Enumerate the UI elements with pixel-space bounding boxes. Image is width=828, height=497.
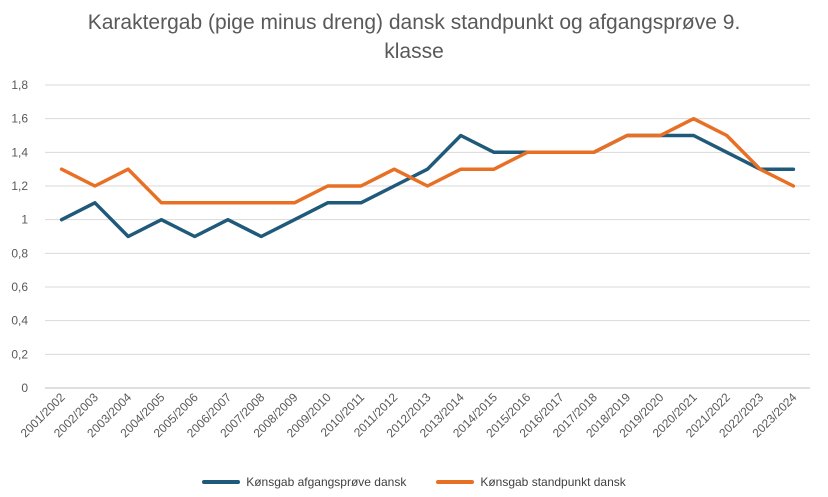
y-tick-label: 0,6	[11, 280, 28, 294]
y-tick-label: 1,4	[11, 145, 28, 159]
y-tick-label: 0,2	[11, 347, 28, 361]
chart-title-line-2: klasse	[384, 40, 444, 63]
series-line-2	[59, 116, 796, 205]
series-line-1	[59, 133, 796, 239]
chart-title: Karaktergab (pige minus dreng) dansk sta…	[0, 8, 828, 66]
legend-label-2: Kønsgab standpunkt dansk	[480, 475, 626, 489]
chart-title-line-1: Karaktergab (pige minus dreng) dansk sta…	[87, 11, 741, 34]
legend-swatch-2	[436, 480, 475, 484]
legend: Kønsgab afgangsprøve dansk Kønsgab standp…	[0, 470, 828, 494]
legend-item-2: Kønsgab standpunkt dansk	[436, 475, 626, 489]
y-tick-label: 1,2	[11, 179, 28, 193]
y-tick-label: 0,8	[11, 246, 28, 260]
y-tick-label: 1,8	[11, 78, 28, 92]
y-tick-label: 1,6	[11, 112, 28, 126]
legend-label-1: Kønsgab afgangsprøve dansk	[246, 475, 407, 489]
legend-item-1: Kønsgab afgangsprøve dansk	[202, 475, 406, 489]
y-tick-label: 0	[21, 381, 28, 395]
y-tick-label: 1	[21, 213, 28, 227]
y-tick-label: 0,4	[11, 314, 28, 328]
legend-swatch-1	[202, 480, 241, 484]
